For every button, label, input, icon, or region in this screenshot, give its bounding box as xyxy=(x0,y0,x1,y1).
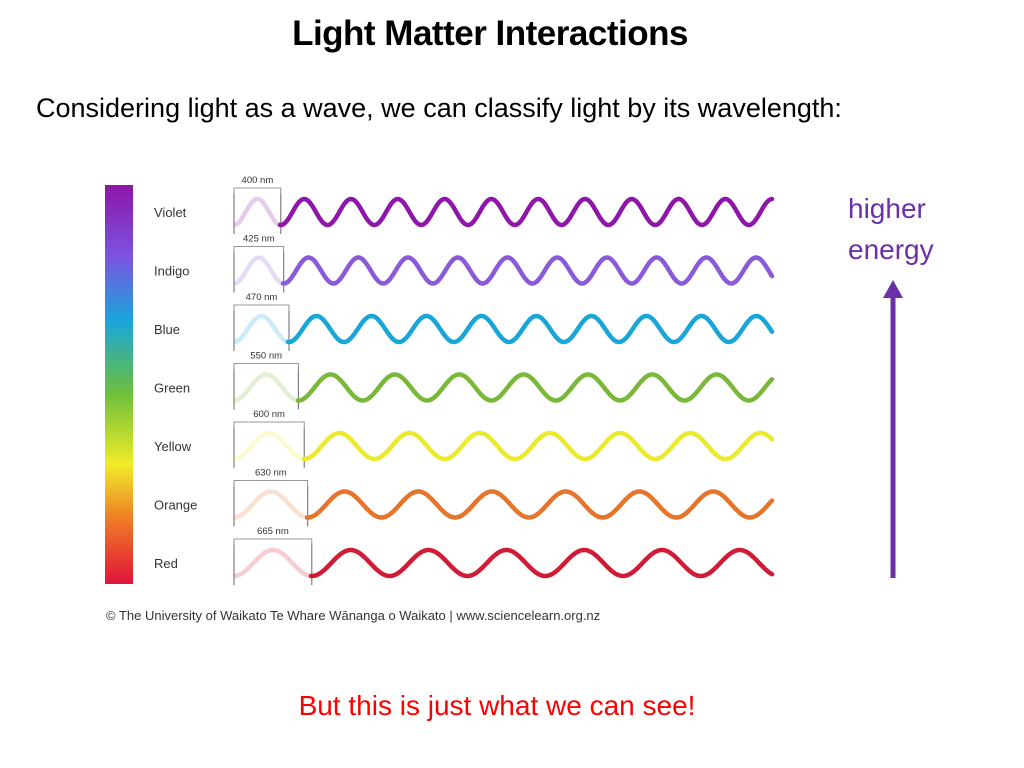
wave-sample-orange xyxy=(234,489,308,520)
wave-sample-indigo xyxy=(233,255,284,286)
slide-subtitle: Considering light as a wave, we can clas… xyxy=(36,93,842,123)
wave-sample-green xyxy=(233,372,299,403)
wavelength-bracket-green xyxy=(233,363,299,370)
up-arrow-icon xyxy=(883,280,903,578)
wave-sample-yellow xyxy=(233,430,305,462)
wavelength-label-green: 550 nm xyxy=(250,351,282,362)
wave-red xyxy=(308,547,775,579)
wavelength-label-indigo: 425 nm xyxy=(243,234,275,245)
wavelength-bracket-orange xyxy=(233,480,309,487)
image-credit: © The University of Waikato Te Whare Wān… xyxy=(106,608,601,623)
color-label-yellow: Yellow xyxy=(154,439,192,454)
energy-label: higher energy xyxy=(848,188,934,270)
wave-sample-violet xyxy=(233,196,281,228)
wave-orange xyxy=(304,489,775,520)
color-label-blue: Blue xyxy=(154,322,180,337)
wave-sample-blue xyxy=(233,313,289,345)
wave-violet xyxy=(277,196,775,228)
wave-blue xyxy=(285,313,775,345)
wavelength-figure: Violet 400 nm Indigo 425 nm Blue 470 nm Green 5… xyxy=(105,175,775,585)
wavelength-bracket-red xyxy=(233,538,313,545)
wavelength-bracket-violet xyxy=(233,187,282,194)
wave-yellow xyxy=(301,430,775,462)
slide-title: Light Matter Interactions xyxy=(292,14,688,53)
wavelength-bracket-blue xyxy=(233,304,290,311)
wavelength-bracket-indigo xyxy=(233,246,285,253)
color-label-violet: Violet xyxy=(154,205,187,220)
color-label-red: Red xyxy=(154,556,178,571)
wavelength-label-violet: 400 nm xyxy=(242,175,274,186)
color-label-indigo: Indigo xyxy=(154,264,189,279)
wavelength-label-yellow: 600 nm xyxy=(253,409,285,420)
wave-sample-red xyxy=(234,547,312,579)
wavelength-label-orange: 630 nm xyxy=(255,468,287,479)
wavelength-label-red: 665 nm xyxy=(257,526,289,537)
footer-note: But this is just what we can see! xyxy=(298,690,696,721)
color-label-orange: Orange xyxy=(154,498,197,513)
wave-green xyxy=(295,372,775,403)
spectrum-bar xyxy=(105,185,133,584)
energy-label-line-2: energy xyxy=(848,234,934,265)
wavelength-label-blue: 470 nm xyxy=(246,292,278,303)
color-label-green: Green xyxy=(154,381,190,396)
wavelength-bracket-yellow xyxy=(233,421,305,428)
energy-label-line-1: higher xyxy=(848,193,926,224)
wave-indigo xyxy=(280,255,775,286)
